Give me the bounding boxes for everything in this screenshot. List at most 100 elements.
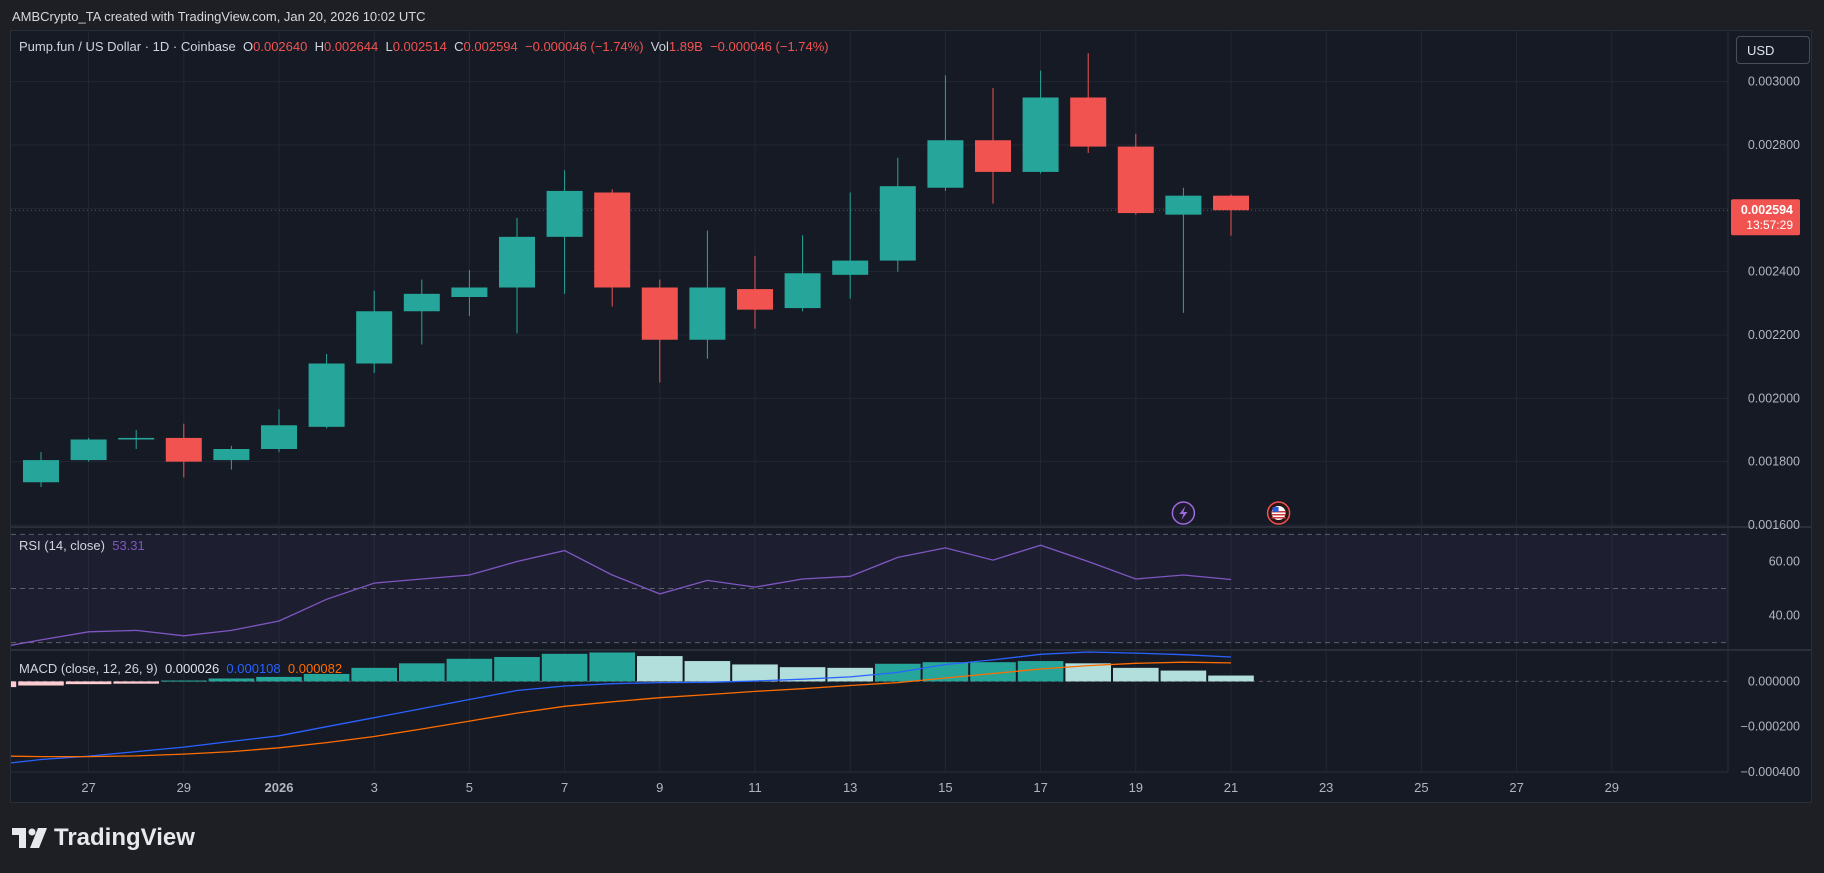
macd-hist-value: 0.000026 <box>164 661 220 676</box>
flag-stripe <box>1271 514 1286 516</box>
macd-histogram-bar <box>541 653 588 682</box>
price-tick-label: 0.002000 <box>1748 391 1800 405</box>
symbol-title[interactable]: Pump.fun / US Dollar · 1D · Coinbase <box>19 39 236 54</box>
macd-histogram-bar <box>18 681 64 686</box>
volume-label: Vol <box>650 39 669 54</box>
lightning-glyph <box>1179 506 1188 520</box>
brand-name: TradingView <box>54 824 195 851</box>
pane-separators <box>11 31 1812 773</box>
candle-body <box>1165 195 1202 215</box>
rsi-legend[interactable]: RSI (14, close) 53.31 <box>19 538 145 553</box>
rsi-value: 53.31 <box>112 538 145 553</box>
price-tick-label: 0.002800 <box>1748 138 1800 152</box>
currency-button[interactable]: USD <box>1736 36 1810 64</box>
price-tick-label: 0.002400 <box>1748 265 1800 279</box>
macd-histogram-bar <box>779 667 826 682</box>
macd-histogram-bar <box>161 680 207 682</box>
rsi-line <box>10 544 1232 646</box>
macd-pane <box>10 651 1728 764</box>
candle-body <box>499 236 535 288</box>
symbol-info-line: Pump.fun / US Dollar · 1D · Coinbase O0.… <box>19 39 829 54</box>
high-value: 0.002644 <box>323 39 379 54</box>
flag-canton <box>1272 507 1279 512</box>
rsi-tick-label: 40.00 <box>1769 609 1800 623</box>
time-tick-label: 3 <box>371 780 378 795</box>
macd-tick-label: 0.000000 <box>1748 674 1800 688</box>
macd-histogram-bar <box>494 656 540 682</box>
macd-histogram-bar <box>113 681 159 684</box>
candle-body <box>879 186 916 261</box>
macd-histogram-bar <box>637 656 683 682</box>
high-label: H <box>314 39 324 54</box>
candle-body <box>1117 146 1154 214</box>
candle-body <box>1022 97 1059 172</box>
candle-body <box>594 192 631 288</box>
macd-title: MACD (close, 12, 26, 9) <box>19 661 158 676</box>
rsi-tick-label: 60.00 <box>1769 554 1800 568</box>
macd-signal-value: 0.000082 <box>287 661 343 676</box>
price-tick-label: 0.001600 <box>1748 518 1800 532</box>
macd-histogram-bar <box>11 681 17 688</box>
candle-body <box>403 293 440 312</box>
time-tick-label: 9 <box>656 780 663 795</box>
macd-line <box>10 651 1232 764</box>
macd-histogram-bar <box>684 661 731 682</box>
candle-body <box>165 437 202 462</box>
time-tick-label: 29 <box>1605 780 1619 795</box>
grid-lines <box>11 31 1728 772</box>
candle-body <box>832 260 869 275</box>
time-tick-label: 17 <box>1033 780 1047 795</box>
time-tick-label: 7 <box>561 780 568 795</box>
macd-tick-label: −0.000400 <box>1741 765 1800 779</box>
time-tick-label: 19 <box>1129 780 1143 795</box>
macd-signal-line <box>10 661 1232 758</box>
candle-body <box>308 363 345 427</box>
time-tick-label: 15 <box>938 780 952 795</box>
macd-histogram-bar <box>970 662 1016 682</box>
candle-body <box>261 425 297 449</box>
time-tick-label: 5 <box>466 780 473 795</box>
time-tick-label: 25 <box>1414 780 1428 795</box>
low-value: 0.002514 <box>392 39 447 54</box>
macd-histogram-bar <box>351 667 397 682</box>
candle-body <box>737 289 773 310</box>
volume-change: −0.000046 (−1.74%) <box>710 39 829 54</box>
price-tick-label: 0.001800 <box>1748 455 1800 469</box>
price-badge <box>1731 199 1800 236</box>
time-tick-label: 13 <box>843 780 857 795</box>
tradingview-brand[interactable]: TradingView <box>12 824 195 852</box>
created-by-line: AMBCrypto_TA created with TradingView.co… <box>12 9 426 24</box>
candle-body <box>1213 195 1249 211</box>
candle-body <box>641 287 678 340</box>
macd-histogram-bar <box>1113 667 1159 682</box>
candle-body <box>975 140 1011 172</box>
open-value: 0.002640 <box>253 39 308 54</box>
candle-body <box>784 273 821 309</box>
candle-body <box>1070 97 1107 147</box>
candle-body <box>451 287 488 297</box>
candle-body <box>356 311 393 364</box>
macd-histogram-bar <box>827 667 873 682</box>
rsi-pane <box>10 533 1728 646</box>
candle-body <box>546 190 583 237</box>
close-value: 0.002594 <box>463 39 518 54</box>
macd-line-value: 0.000108 <box>226 661 281 676</box>
time-tick-label: 21 <box>1224 780 1238 795</box>
macd-histogram-bar <box>256 676 302 682</box>
macd-histogram-bar <box>399 663 445 682</box>
macd-histogram-bar <box>303 673 350 682</box>
macd-histogram-bar <box>1017 661 1064 682</box>
time-tick-label: 2026 <box>265 780 294 795</box>
time-tick-label: 11 <box>748 780 762 795</box>
event-icons <box>1171 501 1291 525</box>
time-tick-label: 27 <box>1509 780 1523 795</box>
candle-body <box>213 449 250 461</box>
volume-value: 1.89B <box>668 39 703 54</box>
candles-layer <box>11 53 1728 487</box>
macd-histogram-bar <box>732 664 778 682</box>
macd-legend[interactable]: MACD (close, 12, 26, 9) 0.000026 0.00010… <box>19 661 342 676</box>
price-tick-label: 0.002200 <box>1748 328 1800 342</box>
macd-histogram-bar <box>1160 670 1207 682</box>
low-label: L <box>385 39 393 54</box>
